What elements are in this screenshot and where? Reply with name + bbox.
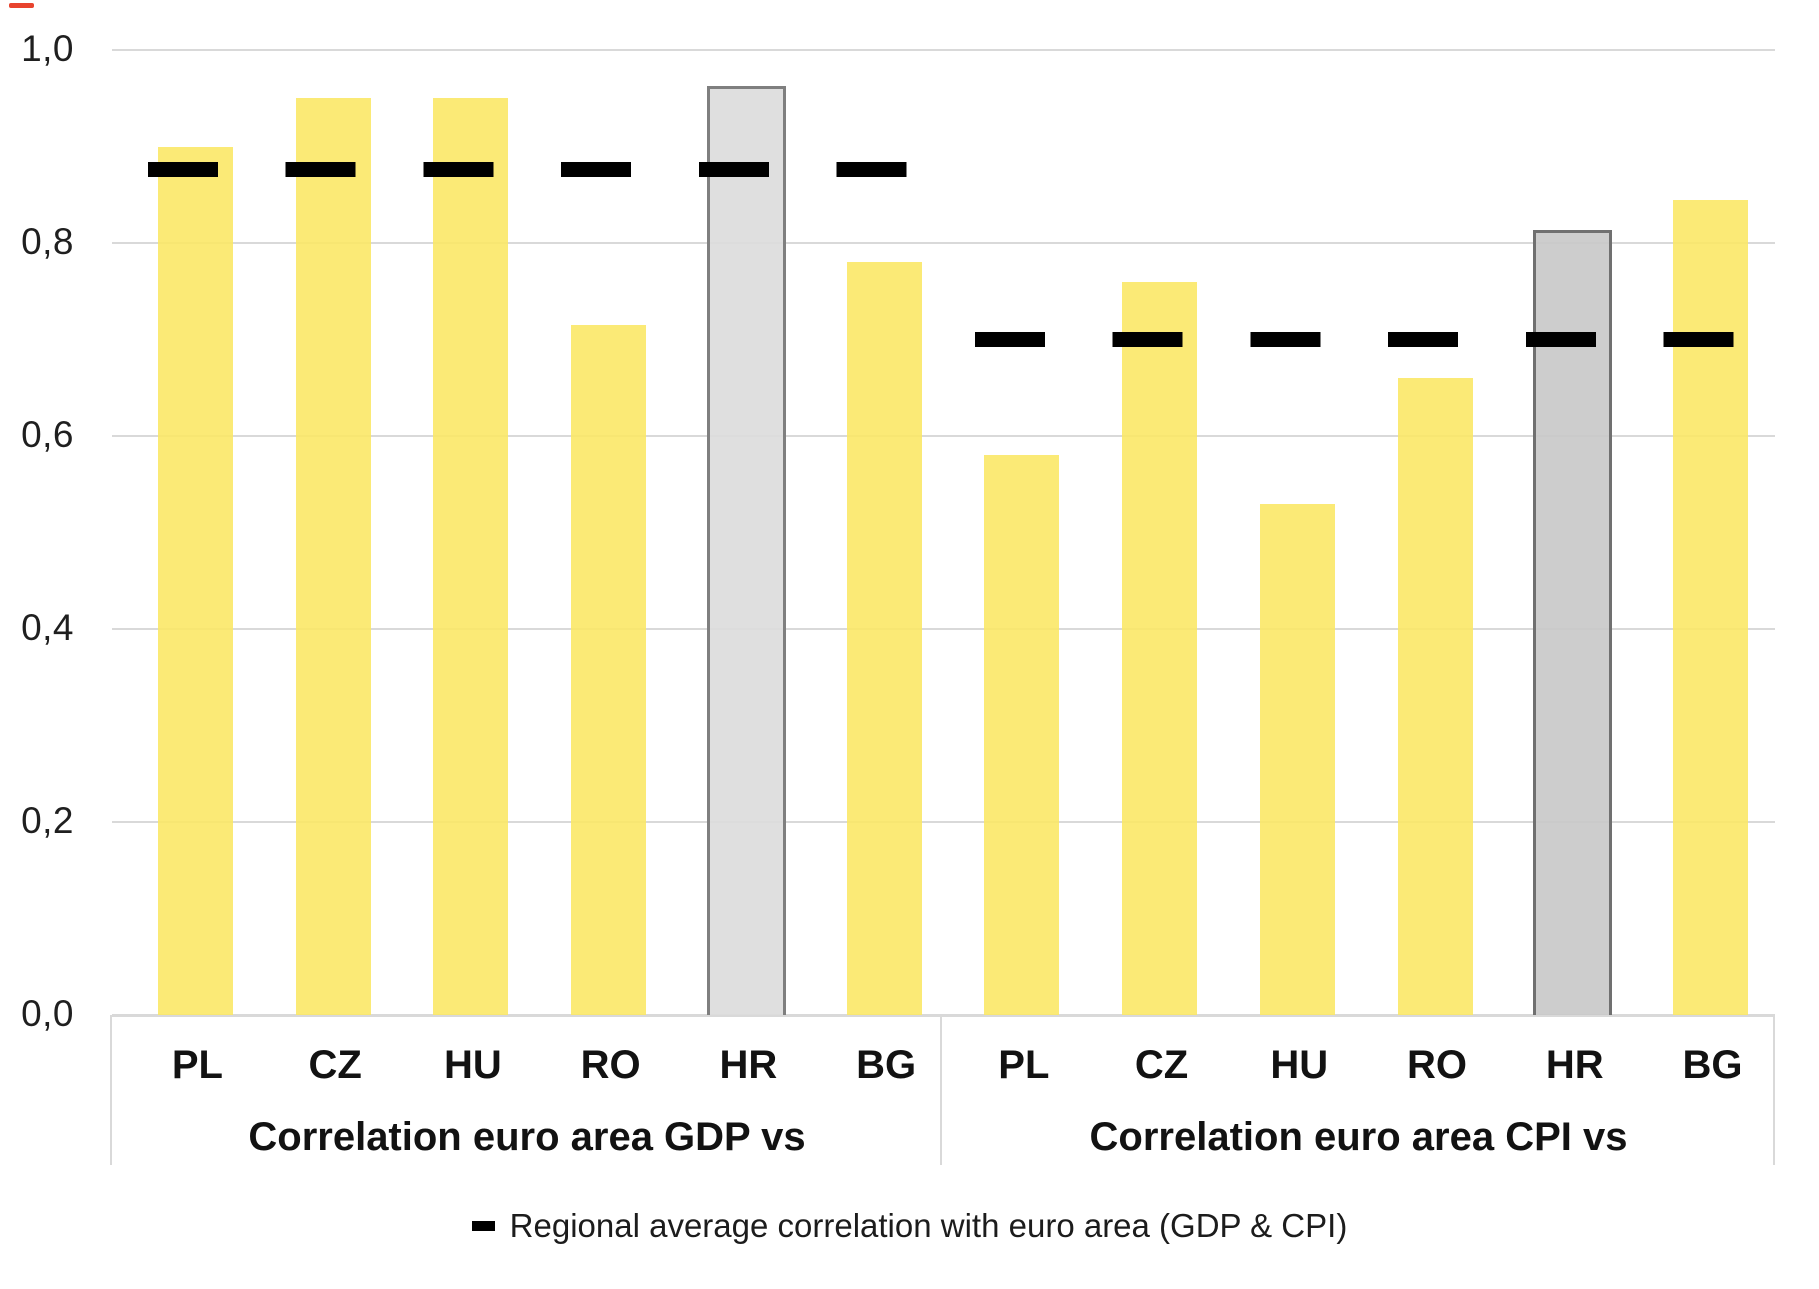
y-axis: 1,0 0,8 0,6 0,4 0,2 0,0: [0, 28, 76, 1034]
gridline: [112, 242, 1775, 244]
group-label-gdp: Correlation euro area GDP vs: [248, 1115, 806, 1159]
y-axis-tick-label: 1,0: [21, 28, 74, 70]
bar-bg-gdp: [846, 262, 922, 1015]
category-label-hr-gdp: HR: [719, 1043, 778, 1087]
gridline: [112, 628, 1775, 630]
category-axis-box: Correlation euro area GDP vs Correlation…: [110, 1015, 1775, 1165]
bar-bg-cpi: [1673, 199, 1749, 1015]
category-label-bg-gdp: BG: [856, 1043, 917, 1087]
category-label-hu-cpi: HU: [1270, 1043, 1329, 1087]
category-label-bg-cpi: BG: [1682, 1043, 1743, 1087]
bar-pl-gdp: [157, 146, 233, 1015]
bar-ro-cpi: [1397, 378, 1473, 1015]
gridline: [112, 49, 1775, 51]
y-axis-tick-label: 0,6: [21, 414, 74, 456]
y-axis-tick-label: 0,4: [21, 607, 74, 649]
category-label-hr-cpi: HR: [1545, 1043, 1604, 1087]
bar-hu-gdp: [433, 98, 509, 1015]
category-label-ro-gdp: RO: [580, 1043, 641, 1087]
plot-area: [112, 49, 1775, 1016]
bar-hr-cpi: [1533, 230, 1613, 1015]
red-dash-icon: [9, 3, 34, 8]
bar-cz-gdp: [295, 98, 371, 1015]
gridline: [112, 435, 1775, 437]
y-axis-tick-label: 0,8: [21, 221, 74, 263]
category-label-pl-cpi: PL: [998, 1043, 1050, 1087]
legend-label: Regional average correlation with euro a…: [509, 1207, 1348, 1244]
bar-hu-cpi: [1259, 503, 1335, 1015]
average-line-gdp: [148, 162, 908, 178]
average-line-cpi: [974, 332, 1734, 347]
group-divider: [940, 1017, 942, 1165]
y-axis-tick-label: 0,2: [21, 800, 74, 842]
bar-ro-gdp: [571, 325, 647, 1015]
bar-pl-cpi: [984, 455, 1060, 1015]
bar-cz-cpi: [1122, 281, 1198, 1015]
category-label-cz-cpi: CZ: [1134, 1043, 1189, 1087]
legend: Regional average correlation with euro a…: [0, 1200, 1819, 1252]
y-axis-tick-label: 0,0: [21, 993, 74, 1035]
category-label-pl-gdp: PL: [171, 1043, 223, 1087]
bar-hr-gdp: [706, 85, 786, 1015]
legend-dash-icon: [471, 1221, 495, 1231]
category-label-ro-cpi: RO: [1407, 1043, 1468, 1087]
category-label-hu-gdp: HU: [443, 1043, 502, 1087]
category-label-cz-gdp: CZ: [308, 1043, 362, 1087]
group-label-cpi: Correlation euro area CPI vs: [1089, 1115, 1628, 1159]
gridline: [112, 821, 1775, 823]
